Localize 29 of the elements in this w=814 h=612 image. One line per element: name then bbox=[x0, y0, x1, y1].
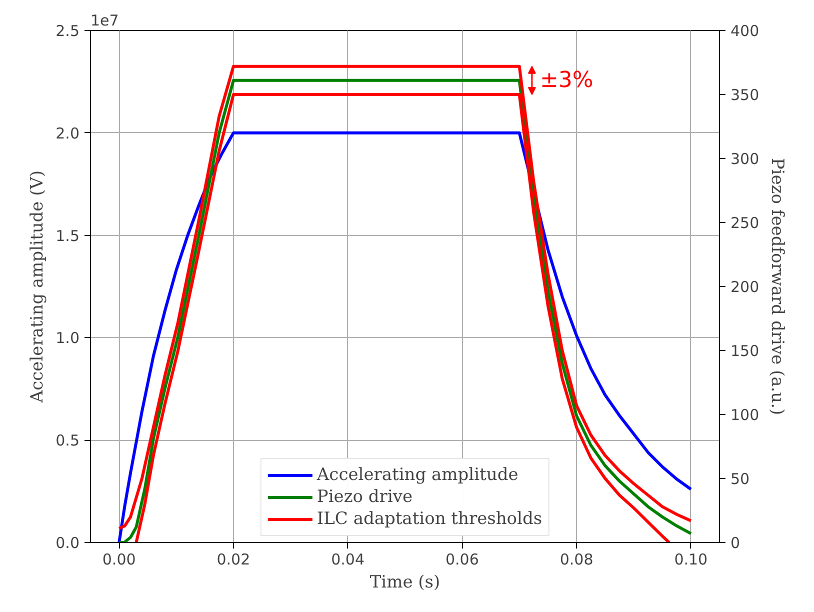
y-axis-title: Accelerating amplitude (V) bbox=[28, 170, 48, 404]
y-tick-label: 2.5 bbox=[56, 22, 80, 40]
annotation: ±3% bbox=[540, 68, 594, 93]
y-tick-label: 1.5 bbox=[56, 226, 80, 245]
y2-tick-label: 250 bbox=[730, 214, 760, 232]
y-tick-label: 1.0 bbox=[56, 329, 80, 348]
x-tick-label: 0.06 bbox=[445, 550, 479, 568]
x-tick-label: 0.02 bbox=[216, 550, 250, 568]
y2-tick-label: 150 bbox=[730, 342, 760, 360]
y2-tick-label: 300 bbox=[730, 150, 760, 168]
y2-tick-label: 200 bbox=[730, 278, 760, 296]
x-axis-title: Time (s) bbox=[370, 572, 440, 592]
x-tick-label: 0.08 bbox=[560, 550, 594, 568]
y-tick-label: 2.0 bbox=[56, 124, 80, 142]
y-tick-label: 0.0 bbox=[56, 534, 80, 552]
legend-label: Piezo drive bbox=[316, 487, 413, 507]
x-tick-label: 0.10 bbox=[674, 550, 708, 568]
y2-tick-label: 350 bbox=[730, 86, 760, 104]
y-tick-label: 0.5 bbox=[56, 432, 80, 450]
y2-axis-title: Piezo feedforward drive (a.u.) bbox=[767, 158, 788, 416]
legend-label: ILC adaptation thresholds bbox=[316, 509, 542, 529]
legend-label: Accelerating amplitude bbox=[316, 465, 518, 485]
text: 1e7 bbox=[90, 12, 119, 30]
x-tick-label: 0.00 bbox=[102, 550, 136, 568]
y2-tick-label: 0 bbox=[730, 534, 740, 552]
y2-tick-label: 100 bbox=[730, 406, 760, 424]
x-tick-label: 0.04 bbox=[331, 550, 365, 568]
y2-tick-label: 400 bbox=[730, 22, 760, 40]
y2-tick-label: 50 bbox=[730, 470, 750, 488]
